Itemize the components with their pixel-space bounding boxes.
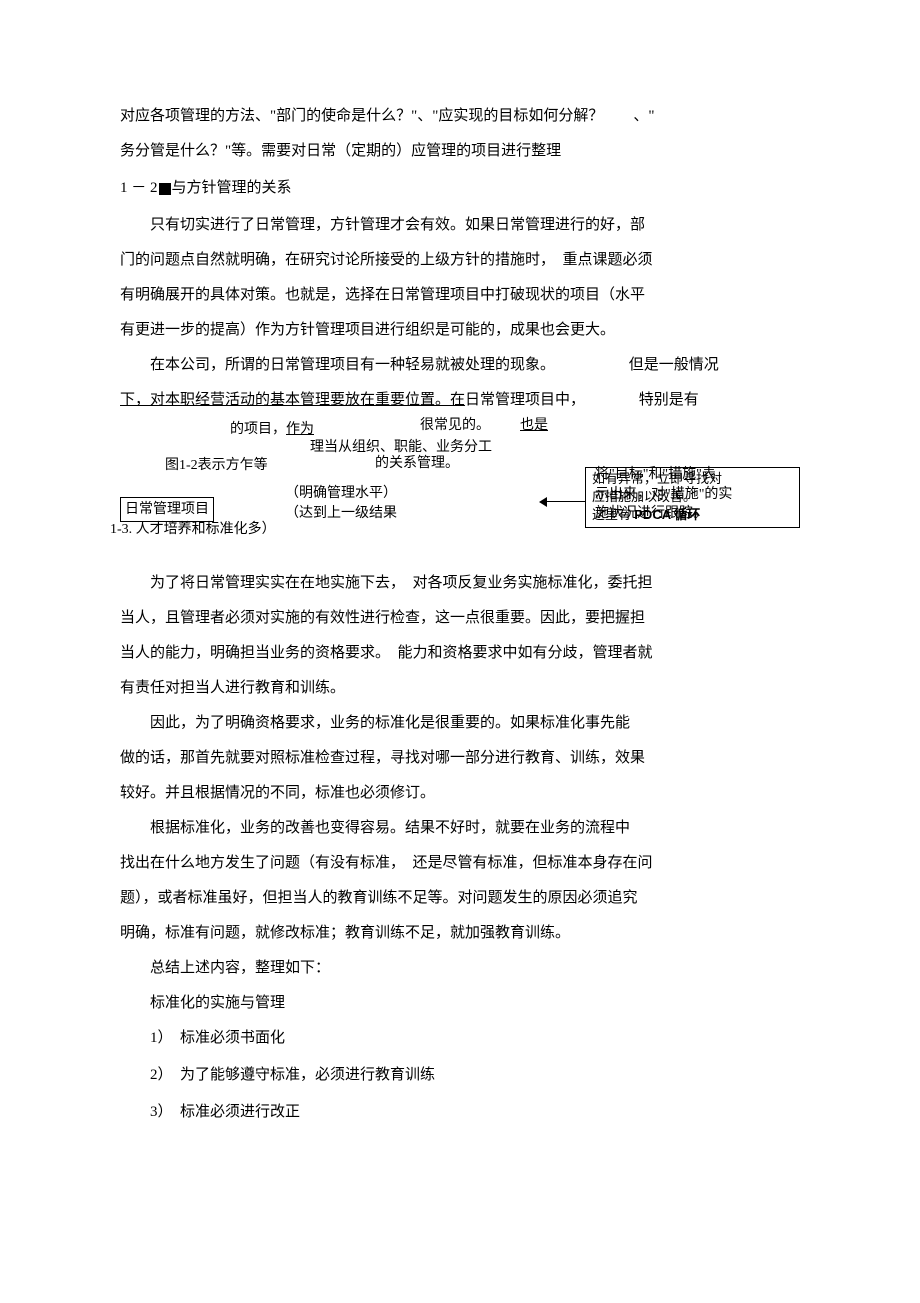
heading-1-2-post: 与方针管理的关系 — [172, 180, 292, 196]
arrow-left-icon — [545, 501, 585, 502]
para-8c: 日常管理项目中， — [465, 392, 585, 408]
square-icon — [159, 183, 171, 195]
para-2: 务分管是什么？"等。需要对日常（定期的）应管理的项目进行整理 — [120, 135, 800, 168]
para-19: 明确，标准有问题，就修改标准；教育训练不足，就加强教育训练。 — [120, 917, 800, 950]
frag-3: 也是 — [520, 415, 548, 436]
frag-1: 的项目，作为 — [230, 419, 314, 440]
para-8a: 下，对本职经营活动的基 — [120, 392, 285, 408]
figure-1-2: 的项目，作为 很常见的。 也是 理当从组织、职能、业务分工 图1-2表示方乍等 … — [120, 419, 800, 559]
right-box-over3: 施状况进行跟踪。 — [595, 504, 800, 524]
para-10: 当人，且管理者必须对实施的有效性进行检查，这一点很重要。因此，要把握担 — [120, 602, 800, 635]
heading-1-2-pre: 1 － 2 — [120, 180, 158, 196]
para-17: 找出在什么地方发生了问题（有没有标准， 还是尽管有标准，但标准本身存在问 — [120, 847, 800, 880]
para-15: 较好。并且根据情况的不同，标准也必须修订。 — [120, 777, 800, 810]
para-13: 因此，为了明确资格要求，业务的标准化是很重要的。如果标准化事先能 — [120, 707, 800, 740]
para-7a: 在本公司，所谓的日常管理项目有一种轻易就被处理的现象。 — [150, 357, 555, 373]
frag-2: 很常见的。 — [420, 415, 490, 436]
right-box-over1: 将"目标"和"措施"表 — [595, 465, 800, 485]
heading-1-2: 1 － 2 与方针管理的关系 — [120, 172, 800, 205]
list-item-1: 1） 标准必须书面化 — [150, 1022, 800, 1055]
frag-8: （达到上一级结果 — [285, 503, 397, 524]
para-9: 为了将日常管理实实在在地实施下去， 对各项反复业务实施标准化，委托担 — [120, 567, 800, 600]
para-3: 只有切实进行了日常管理，方针管理才会有效。如果日常管理进行的好，部 — [120, 209, 800, 242]
para-5: 有明确展开的具体对策。也就是，选择在日常管理项目中打破现状的项目（水平 — [120, 279, 800, 312]
heading-1-3: 1-3. 人才培养和标准化多） — [110, 519, 276, 540]
para-1: 对应各项管理的方法、"部门的使命是什么？"、"应实现的目标如何分解？ 、" — [120, 100, 800, 133]
para-7b: 但是一般情况 — [599, 349, 719, 382]
para-18: 题），或者标准虽好，但担当人的教育训练不足等。对问题发生的原因必须追究 — [120, 882, 800, 915]
frag-6: 的关系管理。 — [375, 453, 459, 474]
para-7: 在本公司，所谓的日常管理项目有一种轻易就被处理的现象。 但是一般情况 — [120, 349, 800, 382]
frag-5: 图1-2表示方乍等 — [165, 455, 268, 476]
para-8d: 特别是有 — [639, 384, 699, 417]
para-8: 下，对本职经营活动的基本管理要放在重要位置。在日常管理项目中， 特别是有 — [120, 384, 800, 417]
right-box-over2: 示出来，对"措施"的实 — [595, 485, 800, 505]
list-item-3: 3） 标准必须进行改正 — [150, 1096, 800, 1129]
para-16: 根据标准化，业务的改善也变得容易。结果不好时，就要在业务的流程中 — [120, 812, 800, 845]
frag-1b-text: 作为 — [286, 422, 314, 437]
para-11: 当人的能力，明确担当业务的资格要求。 能力和资格要求中如有分歧，管理者就 — [120, 637, 800, 670]
para-4: 门的问题点自然就明确，在研究讨论所接受的上级方针的措施时， 重点课题必须 — [120, 244, 800, 277]
para-8b: 本管理要放在重要位置。在 — [285, 392, 465, 408]
frag-1-text: 的项目， — [230, 422, 286, 437]
para-21: 标准化的实施与管理 — [120, 987, 800, 1020]
para-6: 有更进一步的提高）作为方针管理项目进行组织是可能的，成果也会更大。 — [120, 314, 800, 347]
frag-7: （明确管理水平） — [285, 483, 397, 504]
para-14: 做的话，那首先就要对照标准检查过程，寻找对哪一部分进行教育、训练，效果 — [120, 742, 800, 775]
list-item-2: 2） 为了能够遵守标准，必须进行教育训练 — [150, 1059, 800, 1092]
right-box-overlay: 将"目标"和"措施"表 示出来，对"措施"的实 施状况进行跟踪。 — [595, 465, 800, 524]
para-12: 有责任对担当人进行教育和训练。 — [120, 672, 800, 705]
para-20: 总结上述内容，整理如下： — [120, 952, 800, 985]
